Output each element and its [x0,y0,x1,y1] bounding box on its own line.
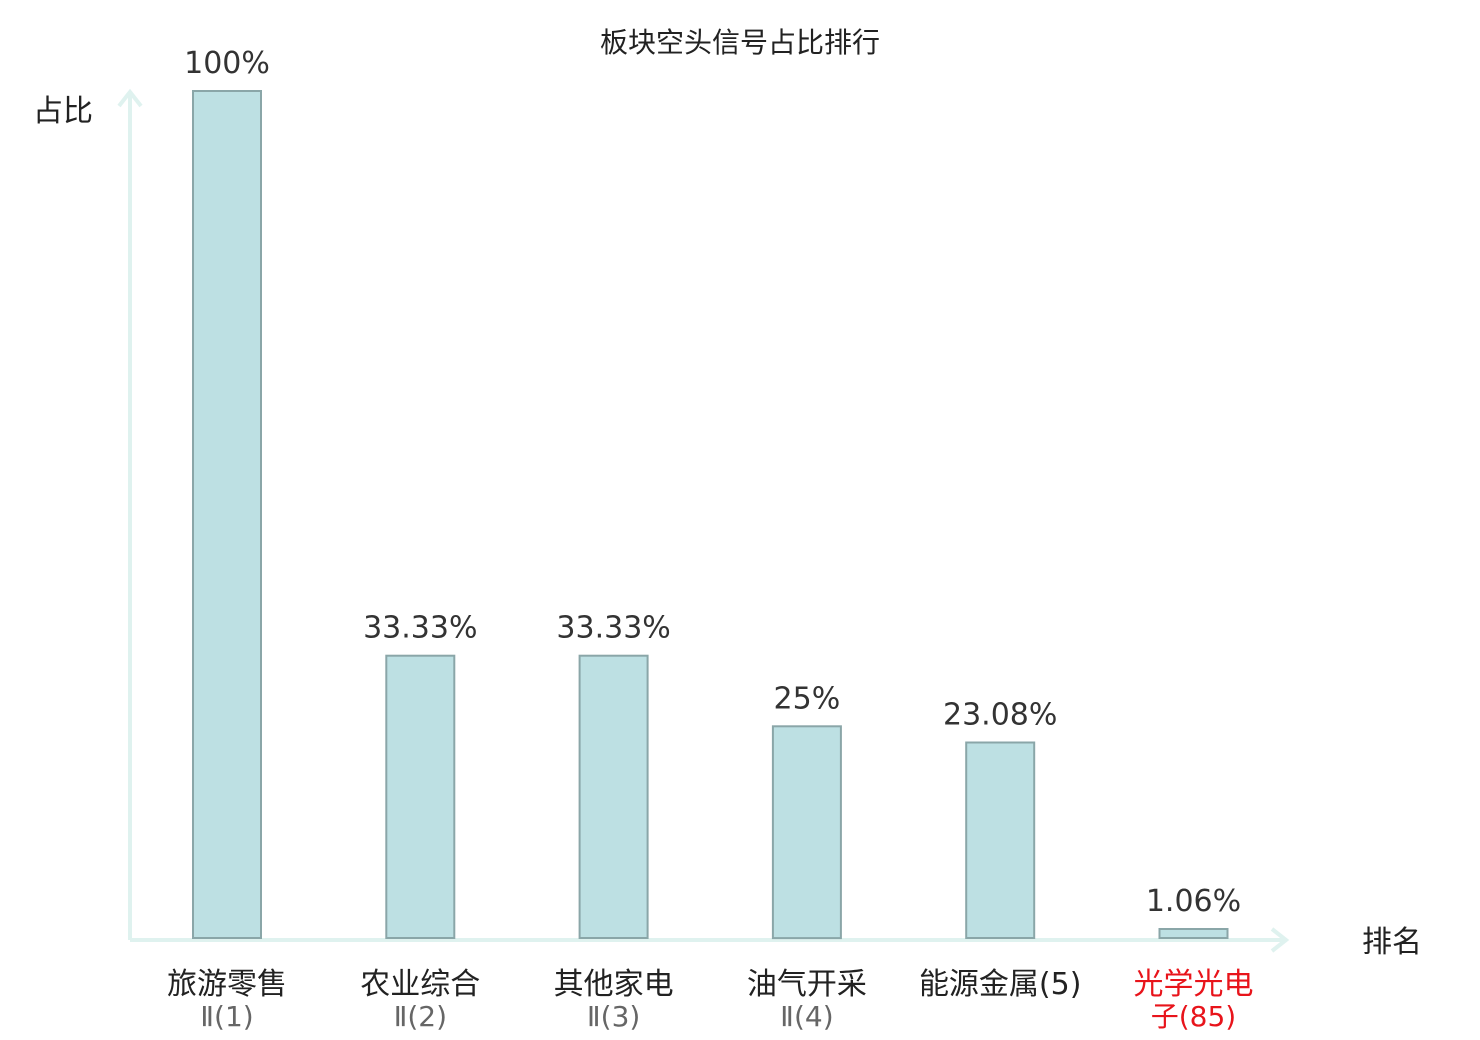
bar-2 [385,654,456,939]
bar-1 [192,90,262,939]
y-axis-label: 占比 [33,94,93,129]
bar-3 [578,654,649,939]
category-sublabel-6: 子(85) [1151,1000,1236,1033]
axes [117,88,1290,953]
category-label-4: 油气开采 [747,967,867,1002]
value-label-6: 1.06% [1146,884,1241,919]
value-label-2: 33.33% [363,611,477,646]
category-label-6: 光学光电 [1134,967,1254,1002]
bar-6 [1158,928,1229,939]
value-label-4: 25% [774,681,841,716]
category-label-3: 其他家电 [554,967,674,1002]
category-sublabel-4: Ⅱ(4) [780,1000,833,1033]
y-axis-arrow [117,88,143,108]
category-label-1: 旅游零售 [167,967,287,1002]
value-label-1: 100% [184,46,270,81]
bars-group [192,90,1229,940]
bar-4 [771,725,842,940]
value-label-3: 33.33% [556,611,670,646]
category-sublabel-2: Ⅱ(2) [394,1000,447,1033]
category-label-5: 能源金属(5) [919,967,1082,1002]
x-axis-arrow [1270,927,1290,953]
value-labels-group: 100% 33.33% 33.33% 25% 23.08% 1.06% [184,46,1241,919]
value-label-5: 23.08% [943,698,1057,733]
category-label-2: 农业综合 [360,967,480,1002]
bar-5 [965,741,1036,939]
x-axis-label: 排名 [1362,925,1422,960]
category-sublabel-1: Ⅱ(1) [200,1000,253,1033]
category-sublabel-3: Ⅱ(3) [587,1000,640,1033]
chart-title: 板块空头信号占比排行 [600,26,880,59]
